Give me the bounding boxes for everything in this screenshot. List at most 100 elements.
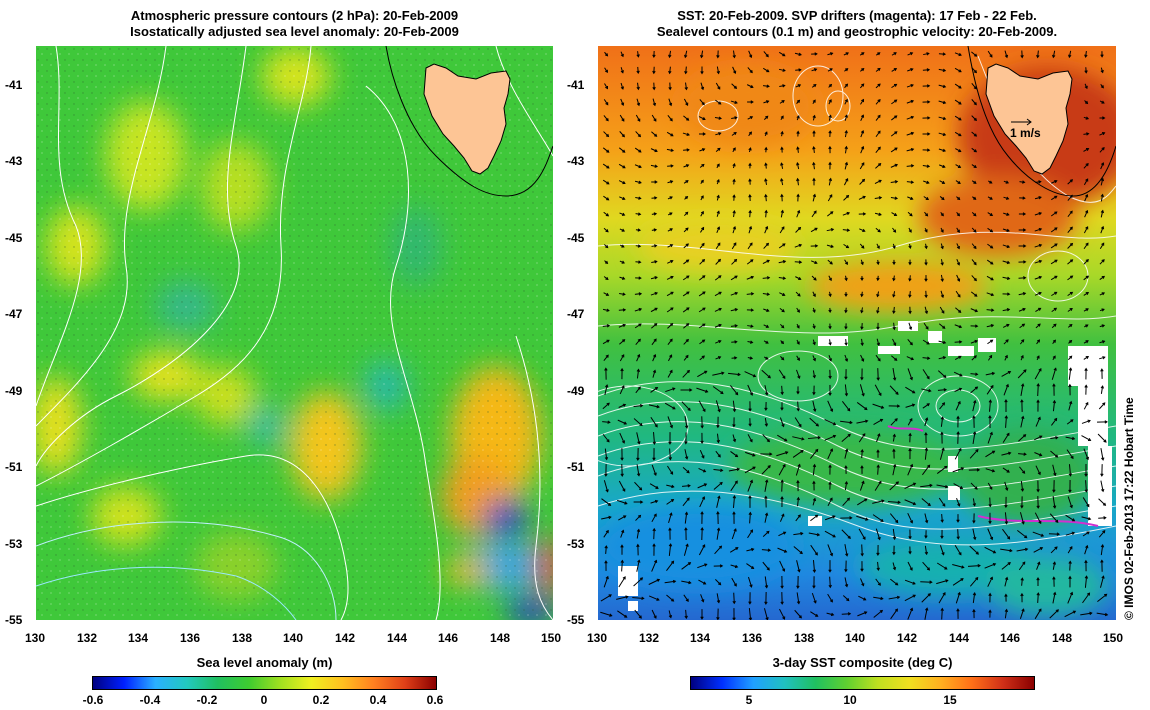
velocity-arrow-head bbox=[782, 68, 786, 72]
velocity-arrow-head bbox=[654, 196, 658, 200]
velocity-arrow-head bbox=[668, 70, 672, 75]
velocity-arrow-head bbox=[654, 180, 658, 184]
velocity-arrow bbox=[682, 291, 690, 297]
velocity-arrow bbox=[1033, 547, 1043, 553]
velocity-arrow-head bbox=[669, 196, 673, 200]
velocity-arrow bbox=[1051, 368, 1057, 380]
velocity-arrow bbox=[669, 66, 671, 74]
velocity-arrow-head bbox=[1039, 453, 1043, 457]
velocity-arrow-head bbox=[845, 553, 849, 557]
velocity-arrow-head bbox=[959, 373, 963, 377]
velocity-arrow bbox=[619, 131, 625, 137]
velocity-arrow bbox=[891, 99, 897, 105]
velocity-arrow-head bbox=[862, 212, 867, 216]
velocity-arrow bbox=[1100, 162, 1104, 170]
velocity-arrow-head bbox=[686, 497, 690, 501]
velocity-arrow-head bbox=[701, 226, 705, 231]
velocity-arrow bbox=[1035, 307, 1041, 313]
velocity-arrow-head bbox=[748, 511, 752, 516]
velocity-arrow bbox=[634, 180, 642, 184]
velocity-arrow-head bbox=[1071, 518, 1076, 522]
velocity-arrow bbox=[1005, 416, 1007, 428]
velocity-arrow bbox=[936, 562, 948, 570]
velocity-arrow-head bbox=[684, 86, 688, 91]
velocity-arrow-head bbox=[684, 70, 688, 75]
velocity-arrow bbox=[954, 388, 962, 392]
velocity-arrow-head bbox=[990, 292, 995, 297]
velocity-arrow bbox=[874, 212, 882, 216]
velocity-arrow bbox=[746, 276, 754, 280]
velocity-arrow-head bbox=[607, 502, 612, 506]
velocity-arrow-head bbox=[721, 371, 725, 375]
velocity-arrow-head bbox=[621, 529, 625, 534]
velocity-arrow-head bbox=[1085, 162, 1089, 167]
velocity-arrow bbox=[636, 464, 640, 476]
velocity-arrow bbox=[809, 449, 819, 459]
velocity-arrow bbox=[1085, 480, 1087, 492]
velocity-arrow bbox=[666, 594, 674, 602]
velocity-arrow-head bbox=[735, 392, 739, 396]
velocity-arrow-head bbox=[973, 133, 978, 137]
velocity-arrow bbox=[731, 242, 737, 250]
velocity-arrow bbox=[955, 290, 961, 298]
velocity-arrow bbox=[1067, 210, 1073, 218]
velocity-arrow-head bbox=[702, 132, 706, 136]
velocity-arrow bbox=[824, 419, 836, 425]
velocity-arrow-head bbox=[764, 193, 768, 198]
velocity-arrow-head bbox=[958, 85, 962, 89]
velocity-arrow bbox=[797, 178, 799, 186]
right-title-line1: SST: 20-Feb-2009. SVP drifters (magenta)… bbox=[677, 8, 1037, 23]
velocity-arrow-head bbox=[604, 560, 608, 564]
velocity-arrow-head bbox=[830, 228, 835, 232]
velocity-arrow-head bbox=[606, 197, 610, 201]
velocity-arrow-head bbox=[765, 479, 769, 483]
velocity-arrow bbox=[906, 132, 914, 136]
velocity-arrow-head bbox=[973, 70, 977, 74]
velocity-arrow-head bbox=[972, 431, 977, 435]
velocity-arrow bbox=[793, 532, 803, 536]
velocity-arrow bbox=[714, 291, 722, 297]
velocity-arrow-head bbox=[733, 528, 737, 532]
velocity-arrow-head bbox=[908, 551, 912, 555]
velocity-arrow bbox=[939, 306, 945, 314]
velocity-arrow bbox=[875, 354, 881, 362]
velocity-arrow bbox=[969, 449, 979, 459]
velocity-arrow bbox=[813, 146, 815, 154]
velocity-arrow-head bbox=[734, 100, 738, 105]
velocity-arrow bbox=[1034, 276, 1042, 280]
velocity-arrow-head bbox=[879, 609, 884, 614]
velocity-arrow bbox=[728, 468, 740, 472]
sst-tick-5: 5 bbox=[745, 693, 753, 707]
velocity-arrow-head bbox=[829, 599, 833, 603]
velocity-arrow bbox=[698, 307, 706, 313]
velocity-arrow-head bbox=[845, 68, 849, 72]
velocity-arrow-head bbox=[927, 502, 931, 507]
velocity-arrow-head bbox=[862, 228, 866, 233]
velocity-arrow bbox=[1052, 592, 1056, 604]
velocity-arrow-head bbox=[1069, 210, 1073, 214]
velocity-arrow-head bbox=[927, 464, 931, 468]
velocity-arrow-head bbox=[1007, 292, 1011, 296]
velocity-arrow bbox=[826, 211, 834, 217]
velocity-arrow-head bbox=[1087, 516, 1092, 521]
velocity-arrow bbox=[653, 431, 655, 445]
velocity-arrow-head bbox=[973, 102, 977, 106]
velocity-arrow bbox=[889, 481, 899, 491]
velocity-arrow-head bbox=[1086, 531, 1090, 535]
velocity-arrow-head bbox=[973, 196, 977, 200]
velocity-arrow-head bbox=[766, 276, 771, 280]
sea-level-anomaly-map[interactable] bbox=[36, 46, 553, 620]
velocity-arrow bbox=[603, 480, 609, 492]
velocity-arrow bbox=[794, 417, 802, 427]
velocity-arrow-head bbox=[941, 402, 946, 406]
velocity-arrow-head bbox=[1055, 436, 1059, 440]
velocity-arrow-head bbox=[926, 84, 931, 88]
velocity-arrow-head bbox=[685, 243, 689, 247]
velocity-arrow bbox=[972, 400, 976, 412]
velocity-arrow bbox=[1067, 496, 1073, 508]
sst-map[interactable]: 1 m/s bbox=[598, 46, 1116, 620]
velocity-arrow bbox=[668, 50, 672, 58]
velocity-arrow bbox=[1034, 292, 1042, 296]
velocity-arrow bbox=[697, 563, 707, 569]
velocity-arrow-head bbox=[604, 473, 608, 477]
